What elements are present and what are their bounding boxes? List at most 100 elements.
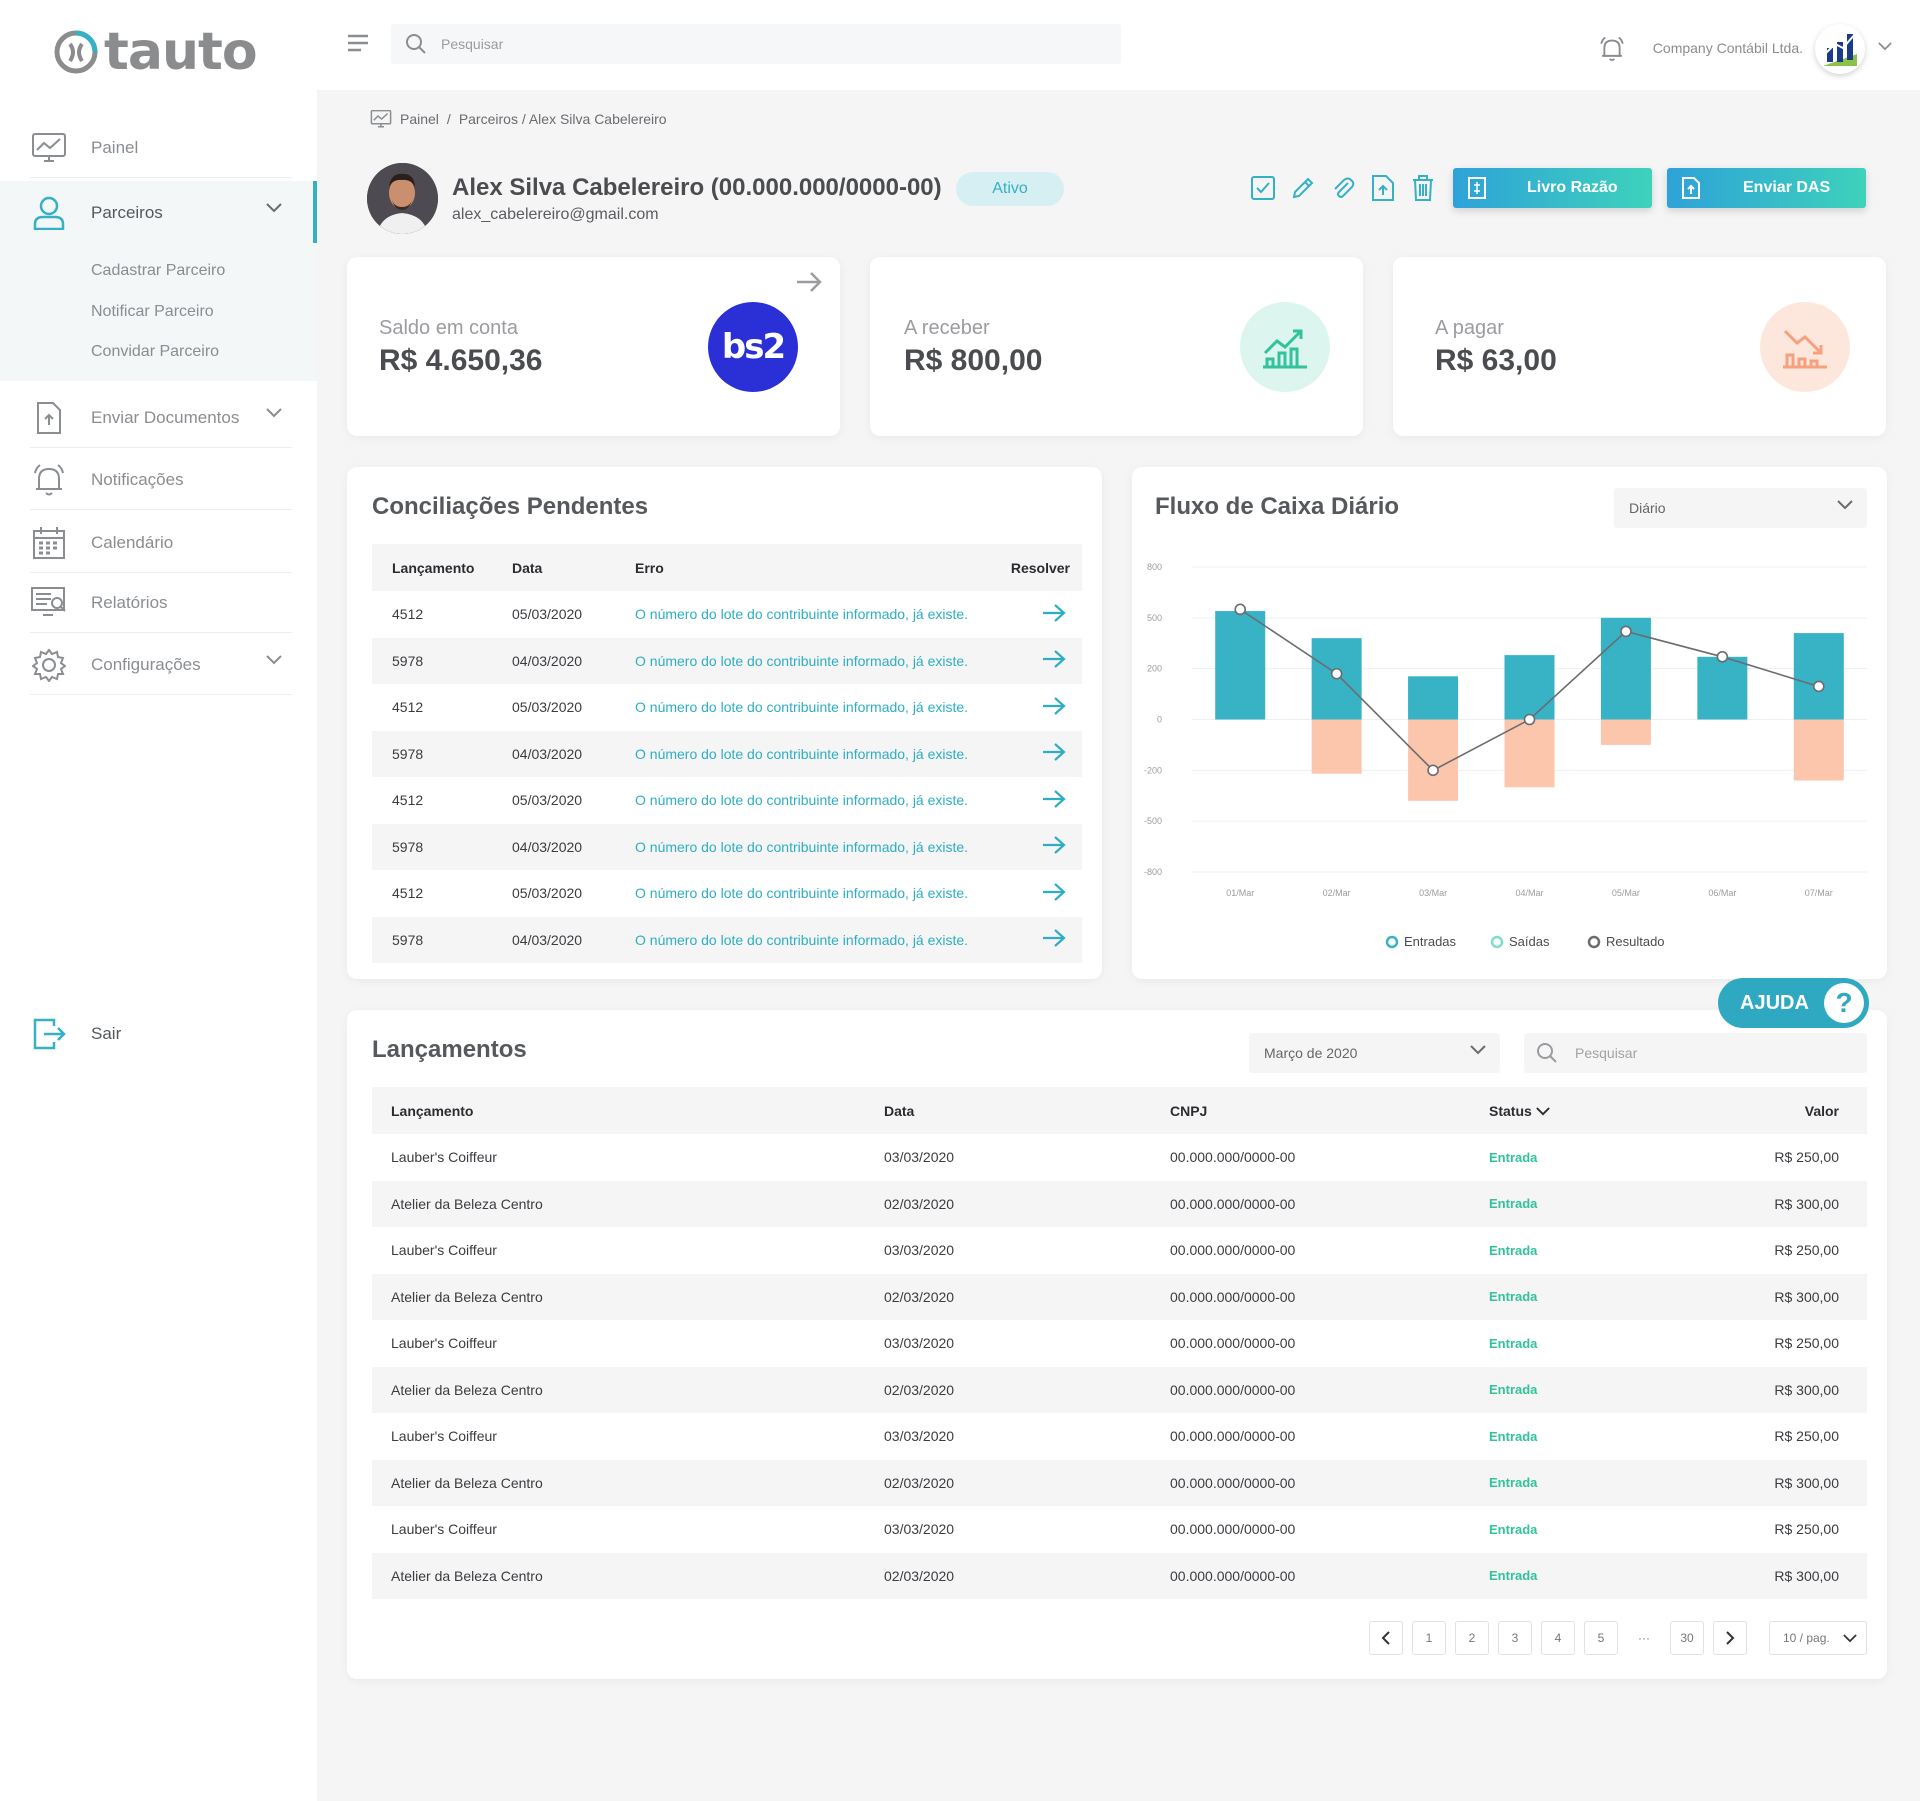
table-row[interactable]: Lauber's Coiffeur 03/03/2020 00.000.000/00…: [372, 1506, 1867, 1553]
enviar-das-button[interactable]: Enviar DAS: [1667, 168, 1866, 208]
period-select[interactable]: Diário: [1614, 488, 1867, 528]
trash-icon[interactable]: [1408, 172, 1438, 204]
lancamentos-search-input[interactable]: Pesquisar: [1524, 1033, 1867, 1073]
logo[interactable]: tauto: [52, 22, 258, 82]
sidebar-item-parceiros[interactable]: Parceiros: [30, 183, 292, 243]
sidebar-item-painel[interactable]: Painel: [30, 118, 292, 178]
col-data: Data: [884, 1102, 915, 1119]
paperclip-icon[interactable]: [1328, 172, 1358, 204]
chevron-down-icon[interactable]: [266, 203, 282, 213]
table-row[interactable]: Atelier da Beleza Centro 02/03/2020 00.000…: [372, 1273, 1867, 1320]
cell-erro[interactable]: O número do lote do contribuinte informa…: [635, 745, 969, 762]
sidebar-item-enviar-documentos[interactable]: Enviar Documentos: [30, 388, 292, 448]
cell-valor: R$ 250,00: [1774, 1149, 1839, 1166]
resolve-button[interactable]: [1003, 870, 1082, 917]
cell-valor: R$ 250,00: [1774, 1335, 1839, 1352]
page-button[interactable]: 3: [1498, 1621, 1532, 1655]
page-button[interactable]: 1: [1412, 1621, 1446, 1655]
arrow-right-icon[interactable]: [796, 271, 822, 293]
cell-erro[interactable]: O número do lote do contribuinte informa…: [635, 931, 969, 948]
sidebar: tauto Painel Parceiros Cadastrar Parceir…: [0, 0, 317, 1801]
month-select[interactable]: Março de 2020: [1249, 1033, 1500, 1073]
cash-flow-chart: 800 500 200 0 -200 -500 -800 01/Mar 02/Mar 03/Mar…: [1144, 562, 1867, 949]
cell-erro[interactable]: O número do lote do contribuinte informa…: [635, 885, 969, 902]
page-button[interactable]: 2: [1455, 1621, 1489, 1655]
sidebar-item-configuracoes[interactable]: Configurações: [30, 635, 292, 695]
table-row[interactable]: Atelier da Beleza Centro 02/03/2020 00.000…: [372, 1366, 1867, 1413]
cell-cnpj: 00.000.000/0000-00: [1170, 1288, 1296, 1305]
sidebar-subitem-convidar[interactable]: Convidar Parceiro: [91, 343, 220, 360]
resolve-button[interactable]: [1003, 917, 1082, 964]
arrow-right-icon: [1043, 696, 1066, 715]
col-status[interactable]: Status: [1489, 1087, 1639, 1134]
sidebar-item-calendario[interactable]: Calendário: [30, 513, 292, 573]
chevron-down-icon[interactable]: [1878, 42, 1892, 51]
company-avatar[interactable]: [1815, 24, 1865, 74]
dashboard-icon: [30, 129, 68, 167]
calendar-icon: [30, 524, 68, 562]
menu-icon[interactable]: [347, 34, 369, 52]
resolve-button[interactable]: [1003, 638, 1082, 685]
sidebar-subitem-cadastrar[interactable]: Cadastrar Parceiro: [91, 262, 226, 279]
resolve-button[interactable]: [1003, 824, 1082, 871]
prev-page-button[interactable]: [1369, 1621, 1403, 1655]
col-cnpj: CNPJ: [1170, 1102, 1208, 1119]
cell-erro[interactable]: O número do lote do contribuinte informa…: [635, 652, 969, 669]
pencil-icon[interactable]: [1288, 172, 1318, 204]
chevron-down-icon[interactable]: [266, 408, 282, 418]
cell-lancamento: Lauber's Coiffeur: [391, 1335, 497, 1352]
breadcrumb-path[interactable]: Parceiros / Alex Silva Cabelereiro: [458, 111, 667, 127]
cell-data: 05/03/2020: [512, 699, 583, 716]
cell-erro[interactable]: O número do lote do contribuinte informa…: [635, 699, 969, 716]
file-upload-icon[interactable]: [1368, 172, 1398, 204]
table-row[interactable]: Lauber's Coiffeur 03/03/2020 00.000.000/00…: [372, 1320, 1867, 1367]
chevron-down-icon: [1843, 1634, 1857, 1643]
company-name[interactable]: Company Contábil Ltda.: [1652, 40, 1803, 56]
lancamentos-table: Lançamento Data CNPJ Status Valor Lauber…: [372, 1087, 1867, 1599]
table-row[interactable]: Atelier da Beleza Centro 02/03/2020 00.000…: [372, 1180, 1867, 1227]
sidebar-item-notificacoes[interactable]: Notificações: [30, 450, 292, 510]
page-button[interactable]: 4: [1541, 1621, 1575, 1655]
breadcrumb-root[interactable]: Painel: [400, 111, 439, 127]
fluxo-card: Fluxo de Caixa Diário Diário 800 500 200 0 -…: [1132, 467, 1887, 979]
cell-erro[interactable]: O número do lote do contribuinte informa…: [635, 838, 969, 855]
cell-erro[interactable]: O número do lote do contribuinte informa…: [635, 792, 969, 809]
table-row[interactable]: Lauber's Coiffeur 03/03/2020 00.000.000/00…: [372, 1413, 1867, 1460]
search-input[interactable]: Pesquisar: [391, 24, 1121, 64]
help-button[interactable]: AJUDA ?: [1718, 978, 1869, 1028]
page-button[interactable]: 5: [1584, 1621, 1618, 1655]
resolve-button[interactable]: [1003, 777, 1082, 824]
resolve-button[interactable]: [1003, 731, 1082, 778]
chevron-down-icon[interactable]: [266, 655, 282, 665]
cell-lancamento: Lauber's Coiffeur: [391, 1242, 497, 1259]
cell-lancamento: 4512: [392, 606, 424, 623]
table-row[interactable]: Lauber's Coiffeur 03/03/2020 00.000.000/00…: [372, 1134, 1867, 1181]
bank-logo: bs2: [708, 302, 798, 392]
check-icon[interactable]: [1248, 172, 1278, 204]
sidebar-item-relatorios[interactable]: Relatórios: [30, 573, 292, 633]
cell-lancamento: Atelier da Beleza Centro: [391, 1474, 543, 1491]
next-page-button[interactable]: [1713, 1621, 1747, 1655]
page-button[interactable]: 30: [1670, 1621, 1704, 1655]
legend-marker: [1587, 935, 1601, 949]
page-size-select[interactable]: 10 / pag.: [1769, 1621, 1867, 1655]
nav-active-indicator: [313, 181, 317, 243]
sidebar-item-sair[interactable]: Sair: [30, 1004, 292, 1064]
bell-icon[interactable]: [1599, 36, 1625, 62]
arrow-right-icon: [1043, 603, 1066, 622]
table-row[interactable]: Atelier da Beleza Centro 02/03/2020 00.000…: [372, 1459, 1867, 1506]
arrow-right-icon: [1043, 743, 1066, 762]
stat-card-saldo[interactable]: Saldo em conta R$ 4.650,36 bs2: [347, 257, 840, 436]
table-row[interactable]: Lauber's Coiffeur 03/03/2020 00.000.000/00…: [372, 1227, 1867, 1274]
resolve-button[interactable]: [1003, 684, 1082, 731]
sidebar-subitem-notificar[interactable]: Notificar Parceiro: [91, 303, 214, 320]
livro-razao-button[interactable]: Livro Razão: [1453, 168, 1652, 208]
cell-lancamento: Atelier da Beleza Centro: [391, 1195, 543, 1212]
arrow-right-icon: [1043, 929, 1066, 948]
table-row[interactable]: Atelier da Beleza Centro 02/03/2020 00.000…: [372, 1552, 1867, 1599]
cell-erro[interactable]: O número do lote do contribuinte informa…: [635, 606, 969, 623]
y-tick-label: 800: [1147, 562, 1162, 572]
col-data: Data: [512, 559, 543, 576]
dashboard-icon: [370, 110, 392, 128]
resolve-button[interactable]: [1003, 591, 1082, 638]
